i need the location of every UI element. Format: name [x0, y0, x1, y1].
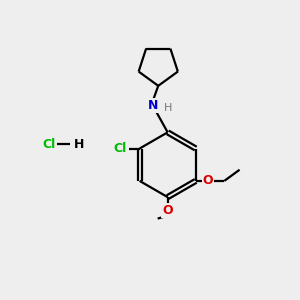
Text: O: O [203, 174, 213, 188]
Text: O: O [162, 204, 173, 217]
Text: H: H [74, 138, 84, 151]
Text: H: H [164, 103, 172, 113]
Text: Cl: Cl [43, 138, 56, 151]
Text: Cl: Cl [114, 142, 127, 155]
Text: N: N [148, 99, 158, 112]
